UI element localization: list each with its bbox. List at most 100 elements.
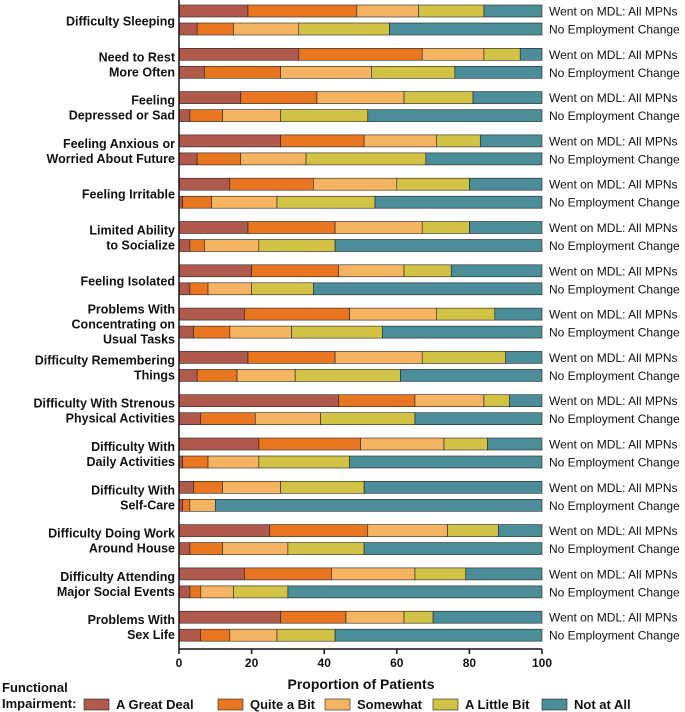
bar-segment-12-1-2	[193, 480, 223, 494]
category-label-3-line-2: Depressed or Sad	[69, 109, 175, 123]
row-label-3-1: Went on MDL: All MPNs	[549, 91, 677, 105]
bar-segment-7-1-3	[338, 264, 405, 278]
category-label-14-line-1: Difficulty Attending	[60, 570, 175, 584]
row-label-9-1: Went on MDL: All MPNs	[549, 351, 677, 365]
bar-segment-6-1-2	[247, 221, 336, 234]
bar-segment-14-1-2	[244, 567, 332, 581]
bar-segment-6-1-3	[334, 221, 423, 234]
bar-segment-10-2-5	[414, 412, 543, 426]
bar-segment-11-2-5	[349, 455, 543, 469]
row-label-4-2: No Employment Change	[549, 152, 680, 166]
bar-segment-2-1-3	[421, 47, 485, 61]
bar-segment-9-1-4	[421, 351, 506, 364]
category-label-2-line-1: Need to Rest	[99, 50, 176, 64]
bar-segment-5-1-2	[229, 177, 314, 191]
bar-segment-15-1-2	[280, 610, 347, 624]
category-label-12-line-2: Self-Care	[120, 498, 175, 512]
bar-segment-14-1-5	[465, 567, 543, 581]
bar-segment-6-2-4	[258, 239, 336, 252]
row-label-10-2: No Employment Change	[549, 412, 680, 426]
bar-segment-4-2-1	[178, 152, 198, 166]
bar-segment-5-1-3	[313, 177, 398, 191]
bar-segment-4-2-2	[196, 152, 242, 166]
bar-segment-12-2-2	[182, 498, 191, 512]
bar-segment-3-1-5	[472, 91, 543, 104]
category-label-10-line-1: Difficulty With Strenous	[33, 397, 175, 411]
category-label-10-line-2: Physical Activities	[66, 412, 175, 426]
bar-segment-10-2-4	[320, 412, 416, 426]
bar-segment-2-2-1	[178, 66, 205, 79]
row-label-10-1: Went on MDL: All MPNs	[549, 394, 677, 408]
bar-segment-14-2-5	[287, 585, 543, 599]
bar-segment-4-1-1	[178, 134, 281, 148]
bar-segment-11-2-3	[207, 455, 260, 469]
row-label-8-2: No Employment Change	[549, 326, 680, 340]
bar-segment-1-1-3	[356, 4, 419, 18]
bar-segment-7-1-4	[403, 264, 452, 278]
row-label-12-1: Went on MDL: All MPNs	[549, 481, 677, 495]
bar-segment-15-1-3	[345, 610, 405, 624]
category-label-12-line-1: Difficulty With	[91, 483, 175, 497]
bar-segment-12-2-3	[189, 498, 216, 512]
category-label-3-line-1: Feeling	[131, 94, 175, 108]
bar-segment-7-2-3	[207, 282, 252, 296]
bar-segment-7-2-5	[313, 282, 543, 296]
category-label-5-line-1: Feeling Irritable	[82, 188, 175, 202]
bar-segment-6-2-5	[334, 239, 543, 252]
legend-swatch-1	[83, 698, 110, 711]
x-tick-label-0: 0	[176, 656, 183, 670]
bar-segment-5-2-2	[182, 195, 212, 209]
bar-segment-3-2-3	[222, 109, 281, 122]
row-label-1-1: Went on MDL: All MPNs	[549, 5, 677, 19]
category-label-6-line-1: Limited Ability	[89, 224, 175, 238]
row-label-7-1: Went on MDL: All MPNs	[549, 264, 677, 278]
row-label-13-1: Went on MDL: All MPNs	[549, 524, 677, 538]
bar-segment-6-2-3	[204, 239, 260, 252]
bar-segment-13-2-3	[222, 542, 289, 555]
bar-segment-8-2-5	[381, 325, 543, 339]
category-label-6-line-2: to Socialize	[106, 239, 175, 253]
bar-segment-3-2-4	[280, 109, 369, 122]
bar-segment-10-1-3	[414, 394, 485, 408]
bar-segment-14-2-4	[233, 585, 289, 599]
category-label-8-line-2: Concentrating on	[72, 318, 175, 332]
bar-segment-1-2-2	[196, 22, 234, 36]
x-tick-label-40: 40	[318, 656, 332, 670]
row-label-2-1: Went on MDL: All MPNs	[549, 48, 677, 62]
bar-segment-7-1-2	[251, 264, 340, 278]
bar-segment-13-2-4	[287, 542, 365, 555]
bar-segment-13-2-2	[189, 542, 223, 555]
category-label-9-line-1: Difficulty Remembering	[35, 353, 175, 367]
category-label-9-line-2: Things	[134, 368, 175, 382]
bar-segment-11-1-4	[443, 437, 488, 451]
bar-segment-10-1-2	[338, 394, 416, 408]
bar-segment-9-2-2	[196, 369, 238, 382]
row-label-11-2: No Employment Change	[549, 456, 680, 470]
row-label-7-2: No Employment Change	[549, 282, 680, 296]
bar-segment-11-1-1	[178, 437, 260, 451]
row-label-9-2: No Employment Change	[549, 369, 680, 383]
bar-segment-13-1-4	[447, 524, 499, 537]
bar-segment-7-1-1	[178, 264, 252, 278]
legend-entry-4: A Little Bit	[465, 697, 530, 712]
bar-segment-2-1-4	[483, 47, 521, 61]
bar-segment-9-2-5	[400, 369, 543, 382]
bar-segment-7-1-5	[450, 264, 543, 278]
legend-entry-1: A Great Deal	[116, 697, 194, 712]
bar-segment-10-1-1	[178, 394, 340, 408]
bar-segment-14-2-3	[200, 585, 234, 599]
bar-segment-10-2-2	[200, 412, 256, 426]
bar-segment-2-1-1	[178, 47, 300, 61]
bar-segment-4-2-4	[305, 152, 427, 166]
bar-segment-2-2-2	[204, 66, 281, 79]
bar-segment-10-1-4	[483, 394, 510, 408]
bar-segment-14-1-3	[331, 567, 416, 581]
category-label-8-line-1: Problems With	[88, 303, 175, 317]
bar-segment-13-2-5	[363, 542, 543, 555]
bar-segment-2-2-5	[454, 66, 543, 79]
row-label-4-1: Went on MDL: All MPNs	[549, 134, 677, 148]
bar-segment-5-1-1	[178, 177, 231, 191]
bar-segment-2-1-5	[519, 47, 543, 61]
bar-segment-8-1-5	[494, 307, 543, 321]
row-label-1-2: No Employment Change	[549, 23, 680, 37]
